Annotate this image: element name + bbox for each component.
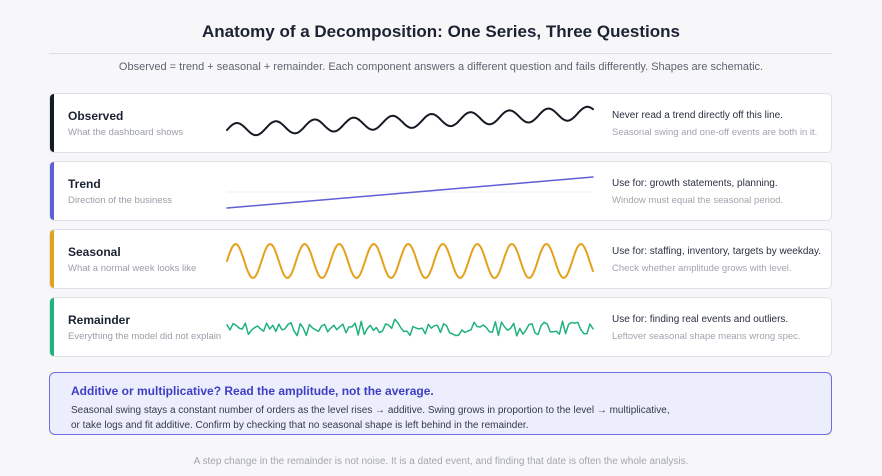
- component-name: Remainder: [68, 313, 131, 327]
- component-description: What a normal week looks like: [68, 263, 197, 274]
- component-caveat: Check whether amplitude grows with level…: [612, 263, 792, 274]
- remainder-line: [226, 318, 594, 337]
- component-caveat: Leftover seasonal shape means wrong spec…: [612, 331, 801, 342]
- page-subtitle: Observed = trend + seasonal + remainder.…: [118, 61, 764, 73]
- component-description: Direction of the business: [68, 195, 173, 206]
- component-card-observed: Observed What the dashboard shows Never …: [49, 93, 832, 153]
- component-card-trend: Trend Direction of the business Use for:…: [49, 161, 832, 221]
- component-caveat: Window must equal the seasonal period.: [612, 195, 784, 206]
- model-choice-callout: Additive or multiplicative? Read the amp…: [49, 372, 832, 435]
- callout-text-line-2: or take logs and fit additive. Confirm b…: [71, 420, 529, 431]
- accent-bar: [50, 162, 54, 220]
- component-description: What the dashboard shows: [68, 127, 184, 138]
- trend-sparkline: [226, 176, 594, 209]
- observed-sparkline: [226, 105, 594, 137]
- component-use-for: Use for: growth statements, planning.: [612, 178, 778, 189]
- seasonal-sparkline: [226, 243, 594, 279]
- component-description: Everything the model did not explain: [68, 331, 222, 342]
- accent-bar: [50, 94, 54, 152]
- title-divider: [49, 53, 832, 54]
- footer-note: A step change in the remainder is not no…: [193, 456, 689, 467]
- page-title: Anatomy of a Decomposition: One Series, …: [202, 22, 680, 41]
- callout-text-line-1: Seasonal swing stays a constant number o…: [71, 405, 670, 416]
- component-use-for: Use for: finding real events and outlier…: [612, 314, 789, 325]
- component-use-for: Never read a trend directly off this lin…: [612, 110, 784, 121]
- accent-bar: [50, 298, 54, 356]
- component-card-remainder: Remainder Everything the model did not e…: [49, 297, 832, 357]
- accent-bar: [50, 230, 54, 288]
- component-caveat: Seasonal swing and one-off events are bo…: [612, 127, 818, 138]
- component-name: Observed: [68, 109, 124, 123]
- component-use-for: Use for: staffing, inventory, targets by…: [612, 246, 821, 257]
- observed-line: [226, 105, 594, 137]
- seasonal-line: [226, 243, 594, 279]
- callout-title: Additive or multiplicative? Read the amp…: [71, 384, 434, 398]
- component-card-seasonal: Seasonal What a normal week looks like U…: [49, 229, 832, 289]
- remainder-sparkline: [226, 318, 594, 337]
- component-name: Trend: [68, 177, 101, 191]
- trend-line: [226, 176, 594, 209]
- component-name: Seasonal: [68, 245, 121, 259]
